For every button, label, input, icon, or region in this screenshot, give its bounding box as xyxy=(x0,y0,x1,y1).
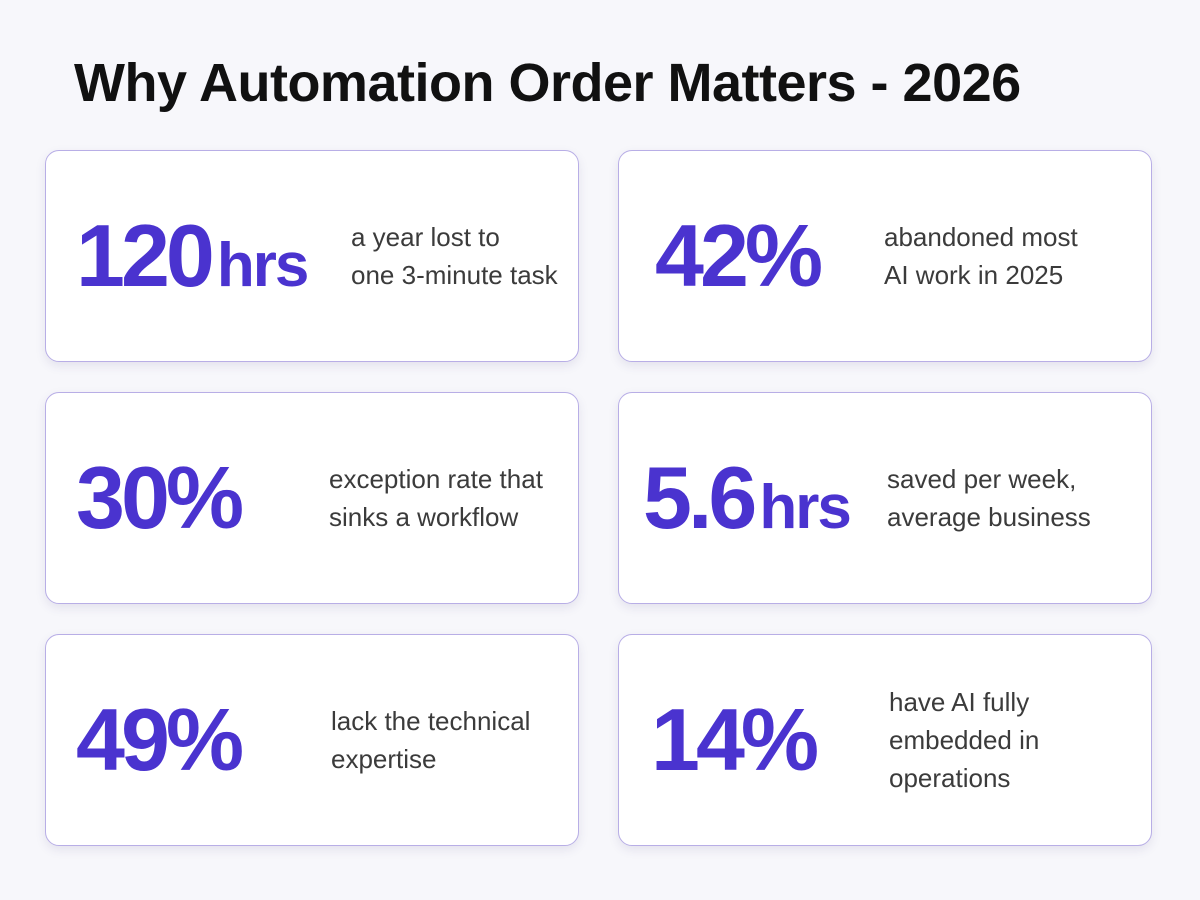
stat-card-hours-saved: 5.6hrs saved per week, average business xyxy=(618,392,1152,604)
stat-card-hours-lost: 120hrs a year lost to one 3-minute task xyxy=(45,150,579,362)
stat-description: saved per week, average business xyxy=(887,464,1091,532)
stat-description: lack the technical expertise xyxy=(331,706,531,774)
stat-number: 30% xyxy=(76,448,244,547)
stat-description: a year lost to one 3-minute task xyxy=(351,222,558,290)
stat-value: 14% xyxy=(651,696,819,784)
stat-value: 49% xyxy=(76,696,244,784)
page-title: Why Automation Order Matters - 2026 xyxy=(74,53,1021,113)
stat-unit: hrs xyxy=(216,231,309,300)
stat-card-abandoned-ai: 42% abandoned most AI work in 2025 xyxy=(618,150,1152,362)
stat-description: abandoned most AI work in 2025 xyxy=(884,222,1078,290)
stat-description: have AI fully embedded in operations xyxy=(889,687,1040,793)
stat-value: 42% xyxy=(655,212,823,300)
stat-card-lack-expertise: 49% lack the technical expertise xyxy=(45,634,579,846)
stat-value: 5.6hrs xyxy=(643,454,852,542)
stat-value: 120hrs xyxy=(76,212,309,300)
stat-description: exception rate that sinks a workflow xyxy=(329,464,543,532)
stat-number: 120 xyxy=(76,206,215,305)
stat-card-ai-embedded: 14% have AI fully embedded in operations xyxy=(618,634,1152,846)
stat-number: 5.6 xyxy=(643,448,757,547)
stat-number: 42% xyxy=(655,206,823,305)
stat-value: 30% xyxy=(76,454,244,542)
stat-number: 49% xyxy=(76,690,244,789)
stat-card-exception-rate: 30% exception rate that sinks a workflow xyxy=(45,392,579,604)
stat-number: 14% xyxy=(651,690,819,789)
stat-unit: hrs xyxy=(759,473,851,542)
